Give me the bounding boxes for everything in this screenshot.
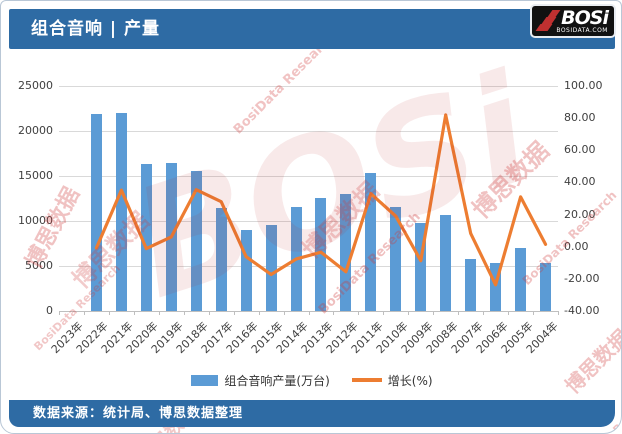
gridline bbox=[59, 176, 558, 177]
production-bar bbox=[90, 113, 102, 311]
production-bar bbox=[315, 198, 327, 311]
logo-stripe-icon bbox=[535, 24, 553, 31]
production-bar bbox=[390, 206, 402, 311]
left-axis-tick-label: 20000 bbox=[18, 124, 53, 137]
left-axis-tick-label: 25000 bbox=[18, 79, 53, 92]
left-axis-tick-label: 5000 bbox=[25, 259, 53, 272]
x-axis-tickmark bbox=[83, 311, 85, 315]
right-axis-tick-label: 40.00 bbox=[564, 175, 596, 189]
production-bar bbox=[415, 223, 427, 311]
production-bar bbox=[140, 164, 152, 311]
production-bar bbox=[465, 258, 477, 311]
x-axis-tickmark bbox=[508, 311, 510, 315]
x-axis-tickmark bbox=[158, 311, 160, 315]
x-axis-tickmark bbox=[458, 311, 460, 315]
production-bar bbox=[165, 162, 177, 311]
right-axis-tick-label: 60.00 bbox=[564, 143, 596, 157]
x-axis-tickmark bbox=[358, 311, 360, 315]
logo-domain: BOSIDATA.COM bbox=[556, 27, 608, 34]
production-bar bbox=[215, 207, 227, 311]
right-axis-tick-label: 80.00 bbox=[564, 111, 596, 125]
bosi-logo: BOSi BOSIDATA.COM bbox=[530, 4, 616, 38]
x-axis-tickmark bbox=[258, 311, 260, 315]
production-bar bbox=[340, 194, 352, 311]
production-bar bbox=[290, 206, 302, 311]
x-axis-tickmark bbox=[308, 311, 310, 315]
line-swatch-icon bbox=[351, 378, 382, 382]
production-bar bbox=[190, 171, 202, 311]
x-axis-tickmark bbox=[108, 311, 110, 315]
production-bar bbox=[515, 247, 527, 311]
x-axis-tickmark bbox=[558, 311, 559, 315]
left-axis-tick-label: 10000 bbox=[18, 214, 53, 227]
production-bar bbox=[240, 230, 252, 311]
legend-item-production[interactable]: 组合音响产量(万台) bbox=[191, 372, 330, 389]
right-axis-tick-label: 0.00 bbox=[564, 239, 589, 253]
left-axis-tick-label: 15000 bbox=[18, 169, 53, 182]
footer-bar: 数据来源：统计局、博思数据整理 bbox=[9, 400, 615, 427]
left-axis-tick-label: 0 bbox=[46, 304, 53, 317]
legend-growth-label: 增长(%) bbox=[387, 373, 433, 388]
x-axis-tickmark bbox=[183, 311, 185, 315]
gridline bbox=[59, 86, 558, 87]
x-axis-tickmark bbox=[59, 311, 60, 315]
production-bar bbox=[440, 214, 452, 311]
gridline bbox=[59, 266, 558, 267]
right-axis-tick-label: 20.00 bbox=[564, 207, 596, 221]
x-axis-tickmark bbox=[383, 311, 385, 315]
x-axis-tickmark bbox=[283, 311, 285, 315]
x-axis-tickmark bbox=[333, 311, 335, 315]
x-axis-tickmark bbox=[208, 311, 210, 315]
page-title: 组合音响 | 产量 bbox=[31, 19, 161, 39]
right-axis-tick-label: 100.00 bbox=[564, 79, 603, 92]
x-axis-tickmark bbox=[533, 311, 535, 315]
x-axis-tickmark bbox=[483, 311, 485, 315]
x-axis-tickmark bbox=[433, 311, 435, 315]
right-axis-tick-label: -40.00 bbox=[564, 304, 600, 317]
production-bar bbox=[365, 172, 377, 311]
production-bar bbox=[490, 262, 502, 311]
bar-swatch-icon bbox=[191, 374, 219, 386]
legend-production-label: 组合音响产量(万台) bbox=[224, 373, 330, 388]
x-axis-tickmark bbox=[408, 311, 410, 315]
production-bar bbox=[115, 112, 127, 311]
gridline bbox=[59, 221, 558, 222]
production-bar bbox=[265, 224, 277, 311]
x-axis-tickmark bbox=[133, 311, 135, 315]
legend-item-growth[interactable]: 增长(%) bbox=[351, 372, 433, 389]
logo-wordmark: BOSi bbox=[561, 7, 609, 29]
logo-stripe-icon bbox=[541, 17, 557, 24]
header-bar: 组合音响 | 产量 bbox=[9, 9, 615, 49]
logo-stripe-icon bbox=[547, 10, 561, 17]
data-source-note: 数据来源：统计局、博思数据整理 bbox=[33, 406, 244, 421]
production-bar bbox=[540, 262, 552, 311]
gridline bbox=[59, 131, 558, 132]
right-axis-tick-label: -20.00 bbox=[564, 271, 600, 285]
x-axis-tickmark bbox=[233, 311, 235, 315]
chart-legend: 组合音响产量(万台) 增长(%) bbox=[1, 369, 621, 391]
